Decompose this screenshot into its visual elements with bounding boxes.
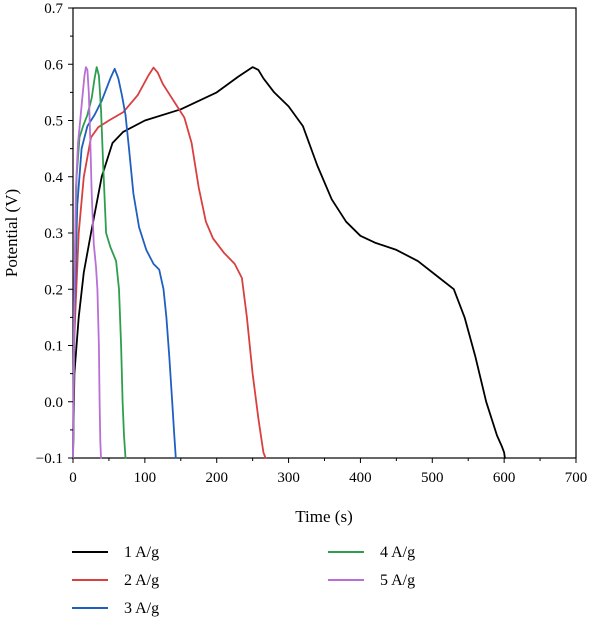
tick-layer: 0 100 200 300 400 500 600 700 −0.1 0.0 0.1 0.2 0.3 0.… [36, 1, 587, 486]
y-tick-label: −0.1 [36, 451, 63, 467]
legend-label-1: 1 A/g [124, 544, 159, 561]
x-tick-label: 200 [205, 470, 228, 486]
y-tick-label: 0.7 [44, 1, 63, 17]
y-tick-label: 0.0 [44, 395, 63, 411]
y-tick-label: 0.4 [44, 170, 63, 186]
y-tick-label: 0.6 [44, 57, 63, 73]
y-tick-label: 0.2 [44, 282, 63, 298]
y-tick-label: 0.1 [44, 339, 63, 355]
series-line-3 [72, 67, 177, 459]
legend-label-2: 2 A/g [124, 572, 159, 589]
x-tick-label: 500 [421, 470, 444, 486]
y-axis-title: Potential (V) [2, 189, 21, 277]
x-tick-label: 700 [565, 470, 588, 486]
series-layer [72, 66, 506, 459]
x-tick-label: 600 [493, 470, 516, 486]
y-tick-label: 0.3 [44, 226, 63, 242]
y-tick-label: 0.5 [44, 114, 63, 130]
x-axis-title: Time (s) [295, 507, 352, 526]
series-line-4 [72, 66, 127, 459]
series-line-5 [72, 66, 102, 459]
x-tick-label: 100 [134, 470, 157, 486]
legend-label-3: 3 A/g [124, 600, 159, 617]
x-tick-label: 0 [69, 470, 77, 486]
x-tick-label: 400 [349, 470, 372, 486]
series-line-2 [72, 66, 267, 459]
x-tick-label: 300 [277, 470, 300, 486]
legend-label-4: 4 A/g [380, 544, 415, 561]
plot-area: 0 100 200 300 400 500 600 700 −0.1 0.0 0.1 0.2 0.3 0.… [36, 1, 587, 486]
legend-label-5: 5 A/g [380, 572, 415, 589]
series-line-1 [72, 66, 506, 459]
legend: 1 A/g 2 A/g 3 A/g 4 A/g 5 A/g [72, 544, 415, 617]
